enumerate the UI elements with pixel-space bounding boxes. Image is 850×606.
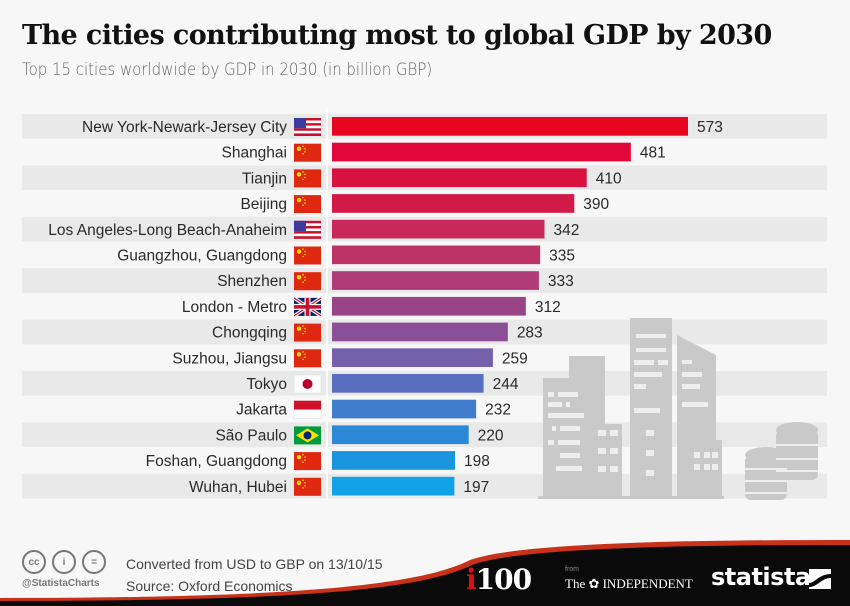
cn-flag-icon — [294, 246, 321, 265]
bar-row: New York-Newark-Jersey City 573 — [82, 117, 723, 136]
value-label: 335 — [549, 248, 575, 265]
independent-logo[interactable]: The ✿ INDEPENDENT — [565, 576, 693, 591]
id-flag-icon — [293, 400, 322, 419]
category-label: Los Angeles-Long Beach-Anaheim — [48, 222, 287, 239]
value-label: 333 — [548, 273, 574, 290]
footer-band — [0, 540, 850, 606]
value-label: 232 — [485, 402, 511, 419]
category-label: Shenzhen — [217, 273, 287, 290]
category-label: Wuhan, Hubei — [189, 479, 287, 496]
bar[interactable] — [332, 245, 541, 265]
bar-row: Shenzhen 333 — [217, 271, 574, 291]
bar[interactable] — [332, 194, 575, 213]
us-flag-icon — [294, 220, 321, 239]
bar[interactable] — [332, 271, 539, 290]
value-label: 390 — [583, 196, 609, 213]
value-label: 244 — [493, 376, 519, 393]
category-label: Suzhou, Jiangsu — [172, 350, 287, 367]
bar-row: Beijing 390 — [240, 194, 610, 214]
license-block: cc i = @StatistaCharts — [22, 550, 106, 589]
i100-logo-i: i — [466, 563, 477, 596]
bar-row: London - Metro 312 — [182, 296, 561, 318]
value-label: 410 — [596, 170, 622, 187]
value-label: 312 — [535, 299, 561, 316]
value-label: 220 — [478, 427, 504, 444]
cn-flag-icon — [294, 169, 321, 188]
bar-row: Tianjin 410 — [242, 168, 622, 188]
cn-flag-icon — [294, 143, 321, 162]
coin-stacks-illustration — [745, 422, 818, 500]
source-note: Source: Oxford Economics — [126, 578, 293, 594]
twitter-handle[interactable]: @StatistaCharts — [22, 578, 100, 589]
category-label: Jakarta — [236, 402, 287, 419]
bar-row: Jakarta 232 — [236, 399, 511, 419]
bar[interactable] — [332, 219, 545, 239]
bar-row: São Paulo 220 — [215, 425, 504, 445]
i100-logo[interactable]: i100 — [466, 563, 532, 596]
bar-row: Chongqing 283 — [212, 322, 543, 342]
bar-row: Shanghai 481 — [221, 142, 666, 162]
jp-flag-icon — [293, 374, 322, 394]
category-label: Shanghai — [221, 145, 287, 162]
building-3 — [592, 424, 622, 498]
cc-icon: cc — [22, 550, 46, 574]
bar[interactable] — [332, 142, 631, 162]
category-label: São Paulo — [215, 427, 287, 444]
cn-flag-icon — [294, 323, 321, 342]
nd-icon: = — [82, 550, 106, 574]
bar-row: Foshan, Guangdong 198 — [146, 451, 490, 471]
us-flag-icon — [294, 118, 321, 136]
chart-subtitle: Top 15 cities worldwide by GDP in 2030 (… — [22, 60, 433, 80]
bar[interactable] — [332, 296, 526, 316]
bar[interactable] — [332, 348, 493, 367]
bar-row: Tokyo 244 — [247, 374, 519, 394]
cn-flag-icon — [294, 272, 321, 291]
category-label: Chongqing — [212, 325, 287, 342]
category-label: Tianjin — [242, 170, 287, 187]
value-label: 481 — [640, 145, 666, 162]
bar[interactable] — [332, 476, 455, 496]
chart-title: The cities contributing most to global G… — [22, 20, 772, 51]
value-label: 283 — [517, 325, 543, 342]
conversion-note: Converted from USD to GBP on 13/10/15 — [126, 556, 383, 572]
value-label: 342 — [553, 222, 579, 239]
statista-mark-icon — [809, 569, 831, 589]
bar[interactable] — [332, 322, 508, 342]
bar-row: Los Angeles-Long Beach-Anaheim 342 — [48, 219, 579, 239]
statista-logo[interactable]: statista — [711, 563, 811, 591]
i100-logo-number: 100 — [475, 563, 532, 596]
cn-flag-icon — [294, 452, 321, 471]
bar-row: Wuhan, Hubei 197 — [189, 476, 489, 496]
category-label: Guangzhou, Guangdong — [117, 248, 287, 265]
category-label: Foshan, Guangdong — [146, 453, 287, 470]
from-label: from — [565, 566, 579, 573]
value-label: 259 — [502, 350, 528, 367]
bar[interactable] — [332, 374, 484, 393]
bar[interactable] — [332, 425, 469, 445]
value-label: 198 — [464, 453, 490, 470]
city-skyline-illustration — [538, 318, 818, 500]
bar[interactable] — [332, 117, 688, 136]
bar[interactable] — [332, 168, 587, 188]
category-label: Beijing — [240, 196, 287, 213]
ground-line — [538, 496, 724, 499]
bar-row: Guangzhou, Guangdong 335 — [117, 245, 575, 265]
category-label: New York-Newark-Jersey City — [82, 119, 287, 136]
uk-flag-icon — [293, 296, 322, 318]
category-label: London - Metro — [182, 299, 287, 316]
cn-flag-icon — [294, 195, 321, 214]
value-label: 573 — [697, 119, 723, 136]
bar[interactable] — [332, 399, 477, 419]
footnotes: Converted from USD to GBP on 13/10/15 So… — [126, 553, 383, 597]
by-icon: i — [52, 550, 76, 574]
br-flag-icon — [294, 426, 321, 445]
bar-row: Suzhou, Jiangsu 259 — [172, 348, 528, 368]
bar[interactable] — [332, 451, 456, 470]
cn-flag-icon — [294, 477, 321, 496]
cn-flag-icon — [294, 349, 321, 368]
value-label: 197 — [463, 479, 489, 496]
category-label: Tokyo — [247, 376, 288, 393]
